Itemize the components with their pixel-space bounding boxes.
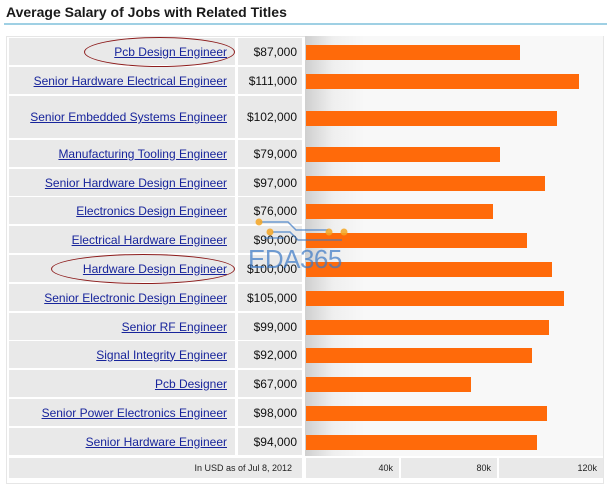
job-title-link[interactable]: Hardware Design Engineer	[82, 261, 227, 276]
salary-value: $97,000	[238, 169, 302, 196]
job-title-cell: Senior Hardware Engineer	[9, 428, 235, 455]
job-title-link[interactable]: Pcb Design Engineer	[114, 44, 227, 59]
job-title-link[interactable]: Senior Power Electronics Engineer	[41, 405, 227, 420]
job-title-cell: Senior RF Engineer	[9, 313, 235, 340]
table-row: Pcb Designer $67,000	[9, 370, 302, 397]
salary-bar	[306, 406, 547, 421]
salary-bar	[306, 111, 557, 126]
salary-value: $100,000	[238, 255, 302, 282]
table-row: Senior Power Electronics Engineer $98,000	[9, 399, 302, 426]
salary-bar	[306, 147, 500, 162]
job-title-link[interactable]: Senior Hardware Engineer	[85, 434, 227, 449]
table-row: Senior Hardware Electrical Engineer $111,…	[9, 67, 302, 94]
salary-value: $76,000	[238, 197, 302, 224]
x-tick-label: 120k	[499, 458, 603, 478]
job-title-cell: Pcb Designer	[9, 370, 235, 397]
job-title-link[interactable]: Manufacturing Tooling Engineer	[58, 146, 227, 161]
table-row: Pcb Design Engineer $87,000	[9, 38, 302, 65]
table-row: Senior RF Engineer $99,000	[9, 313, 302, 340]
currency-note: In USD as of Jul 8, 2012	[9, 458, 302, 478]
table-row: Manufacturing Tooling Engineer $79,000	[9, 140, 302, 167]
salary-bar	[306, 176, 545, 191]
salary-value: $87,000	[238, 38, 302, 65]
job-title-cell: Electrical Hardware Engineer	[9, 226, 235, 253]
job-title-cell: Pcb Design Engineer	[9, 38, 235, 65]
job-title-link[interactable]: Senior Hardware Design Engineer	[44, 175, 227, 190]
salary-value: $94,000	[238, 428, 302, 455]
salary-bar	[306, 262, 552, 277]
salary-bar	[306, 348, 532, 363]
salary-value: $98,000	[238, 399, 302, 426]
job-title-cell: Senior Embedded Systems Engineer	[9, 96, 235, 138]
job-title-cell: Senior Power Electronics Engineer	[9, 399, 235, 426]
table-row: Signal Integrity Engineer $92,000	[9, 341, 302, 368]
salary-bar	[306, 377, 471, 392]
x-tick-label: 40k	[306, 458, 399, 478]
table-row: Senior Hardware Design Engineer $97,000	[9, 169, 302, 196]
job-title-link[interactable]: Senior Hardware Electrical Engineer	[33, 73, 227, 88]
job-title-cell: Senior Hardware Design Engineer	[9, 169, 235, 196]
job-title-link[interactable]: Senior Embedded Systems Engineer	[30, 110, 227, 124]
table-row: Electrical Hardware Engineer $90,000	[9, 226, 302, 253]
salary-value: $102,000	[238, 96, 302, 138]
salary-bar	[306, 233, 527, 248]
job-title-cell: Senior Electronic Design Engineer	[9, 284, 235, 311]
job-title-cell: Electronics Design Engineer	[9, 197, 235, 224]
salary-bar	[306, 291, 564, 306]
job-title-cell: Hardware Design Engineer	[9, 255, 235, 282]
job-title-link[interactable]: Signal Integrity Engineer	[96, 347, 227, 362]
job-title-link[interactable]: Senior Electronic Design Engineer	[44, 290, 227, 305]
job-title-link[interactable]: Senior RF Engineer	[121, 319, 227, 334]
salary-value: $90,000	[238, 226, 302, 253]
salary-value: $105,000	[238, 284, 302, 311]
salary-value: $111,000	[238, 67, 302, 94]
job-title-link[interactable]: Electrical Hardware Engineer	[71, 232, 227, 247]
salary-value: $92,000	[238, 341, 302, 368]
salary-value: $79,000	[238, 140, 302, 167]
salary-bar	[306, 45, 520, 60]
salary-bar	[306, 320, 549, 335]
job-title-link[interactable]: Electronics Design Engineer	[76, 203, 227, 218]
x-tick-label: 80k	[401, 458, 497, 478]
salary-bar	[306, 435, 537, 450]
title-divider	[4, 23, 607, 25]
table-row: Senior Hardware Engineer $94,000	[9, 428, 302, 455]
table-row: Hardware Design Engineer $100,000	[9, 255, 302, 282]
salary-value: $99,000	[238, 313, 302, 340]
job-title-cell: Signal Integrity Engineer	[9, 341, 235, 368]
job-title-cell: Manufacturing Tooling Engineer	[9, 140, 235, 167]
salary-bar	[306, 204, 493, 219]
table-row: Senior Electronic Design Engineer $105,00…	[9, 284, 302, 311]
table-row: Senior Embedded Systems Engineer $102,000	[9, 96, 302, 138]
job-title-link[interactable]: Pcb Designer	[154, 376, 227, 391]
chart-title: Average Salary of Jobs with Related Titl…	[6, 4, 287, 20]
salary-value: $67,000	[238, 370, 302, 397]
table-row: Electronics Design Engineer $76,000	[9, 197, 302, 224]
job-title-cell: Senior Hardware Electrical Engineer	[9, 67, 235, 94]
salary-bar	[306, 74, 579, 89]
